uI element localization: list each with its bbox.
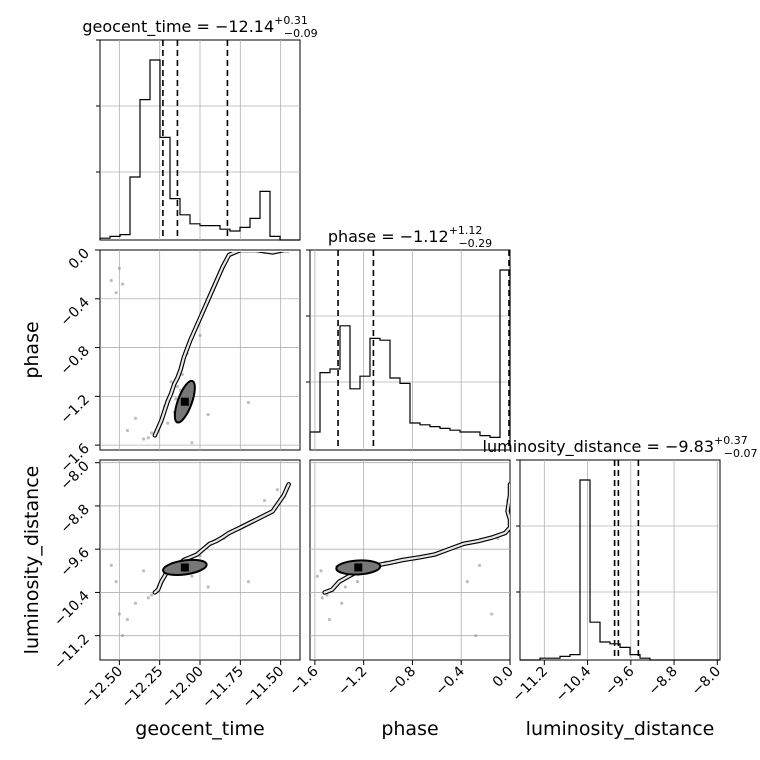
panel-frame: [519, 459, 721, 661]
sample-point: [120, 634, 125, 638]
sample-point: [315, 574, 319, 578]
density-contours: [152, 482, 291, 595]
sample-point: [355, 580, 360, 584]
x-axis-label-geocent-time: geocent_time: [135, 718, 264, 740]
contour-peak: [180, 563, 189, 572]
x-tick-label: 0.0: [490, 664, 517, 691]
x-axis-label-luminosity-distance: luminosity_distance: [526, 718, 715, 740]
x-tick-label: −12.00: [159, 664, 207, 712]
sample-point: [117, 266, 121, 270]
scatter-panel-phase-vs-geocent-time: [99, 249, 301, 451]
sample-point: [262, 498, 267, 503]
y-tick-label: −10.4: [51, 588, 93, 630]
sample-point: [169, 380, 173, 384]
x-tick-label: −1.2: [335, 664, 370, 699]
sample-point: [327, 617, 332, 622]
sample-point: [141, 569, 146, 573]
x-tick-label: −1.6: [286, 663, 321, 698]
sample-point: [125, 428, 130, 433]
hist-panel-geocent-time: geocent_time = −12.14+0.31 −0.09: [82, 14, 318, 241]
histogram-line-luminosity-distance: [520, 479, 720, 661]
sample-point: [190, 441, 194, 445]
x-tick-label: −11.50: [240, 664, 288, 712]
contour-peak: [180, 397, 189, 406]
x-tick-label: −11.75: [199, 664, 247, 712]
x-tick-label: −8.0: [689, 664, 724, 699]
sample-point: [120, 282, 125, 286]
grid: [100, 250, 300, 450]
y-axis-label-luminosity-distance: luminosity_distance: [21, 466, 43, 655]
sample-point: [340, 601, 344, 605]
x-tick-label: −11.2: [509, 664, 551, 706]
sample-point: [275, 488, 280, 492]
contour-fill: [153, 252, 280, 437]
sample-point: [133, 416, 138, 420]
quantile-lines: [337, 250, 510, 450]
x-tick-label: −8.8: [646, 664, 681, 699]
x-tick-label: −0.8: [384, 664, 419, 699]
y-tick-label: −1.2: [57, 392, 92, 427]
x-tick-label: −0.4: [433, 663, 468, 698]
sample-point: [246, 580, 250, 584]
y-axis-label-phase: phase: [21, 321, 43, 378]
grid: [306, 249, 510, 450]
quantile-lines: [162, 40, 229, 240]
y-tick-label: −9.6: [57, 545, 92, 580]
sample-point: [206, 413, 210, 417]
x-tick-label: −10.4: [553, 663, 595, 705]
panel-title-geocent-time: geocent_time = −12.14+0.31 −0.09: [82, 14, 317, 40]
contour-peak: [354, 563, 363, 572]
y-tick-label: −0.4: [57, 294, 92, 329]
sample-point: [150, 593, 154, 597]
y-tick-label: 0.0: [66, 246, 93, 273]
x-axis-label-phase: phase: [381, 718, 438, 740]
sample-point: [320, 596, 324, 600]
sample-point: [141, 437, 146, 441]
sample-point: [343, 585, 347, 589]
sample-point: [125, 617, 130, 622]
x-tick-label: −9.6: [602, 663, 637, 698]
sample-point: [150, 431, 154, 435]
sample-point: [319, 569, 323, 573]
histogram-line-phase: [309, 269, 511, 450]
sample-point: [190, 574, 194, 578]
grid: [516, 459, 720, 660]
sample-point: [114, 580, 118, 584]
sample-point: [133, 601, 138, 605]
histogram-line-geocent-time: [99, 59, 300, 241]
y-tick-label: −8.8: [57, 501, 92, 536]
density-contours: [322, 482, 510, 595]
sample-point: [117, 612, 121, 616]
panel-title-phase: phase = −1.12+1.12 −0.29: [328, 224, 492, 250]
sample-point: [206, 585, 210, 589]
sample-point: [174, 397, 178, 401]
sample-point: [109, 563, 113, 568]
x-tick-label: −12.50: [78, 664, 126, 712]
sample-point: [146, 436, 150, 440]
quantile-lines: [613, 460, 640, 660]
panel-title-luminosity-distance: luminosity_distance = −9.83+0.37 −0.07: [483, 434, 758, 460]
sample-point: [246, 400, 250, 405]
sample-point: [166, 421, 170, 425]
sample-point: [477, 563, 482, 568]
sample-point: [474, 634, 478, 638]
density-contours: [152, 252, 290, 438]
sample-point: [109, 278, 113, 283]
sample-point: [198, 333, 202, 337]
sample-point: [325, 593, 329, 597]
sample-point: [146, 596, 150, 600]
scatter-panel-distance-vs-geocent-time: [99, 459, 301, 661]
x-tick-label: −12.25: [119, 664, 167, 712]
hist-panel-phase: phase = −1.12+1.12 −0.29: [306, 224, 511, 451]
sample-point: [175, 384, 180, 389]
hist-panel-luminosity-distance: luminosity_distance = −9.83+0.37 −0.07: [483, 434, 758, 661]
y-tick-label: −0.8: [57, 343, 92, 378]
sample-point: [114, 291, 118, 295]
y-tick-label: −11.2: [51, 631, 93, 673]
scatter-panel-distance-vs-phase: [309, 459, 511, 661]
sample-point: [465, 580, 469, 584]
sample-point: [490, 612, 494, 616]
